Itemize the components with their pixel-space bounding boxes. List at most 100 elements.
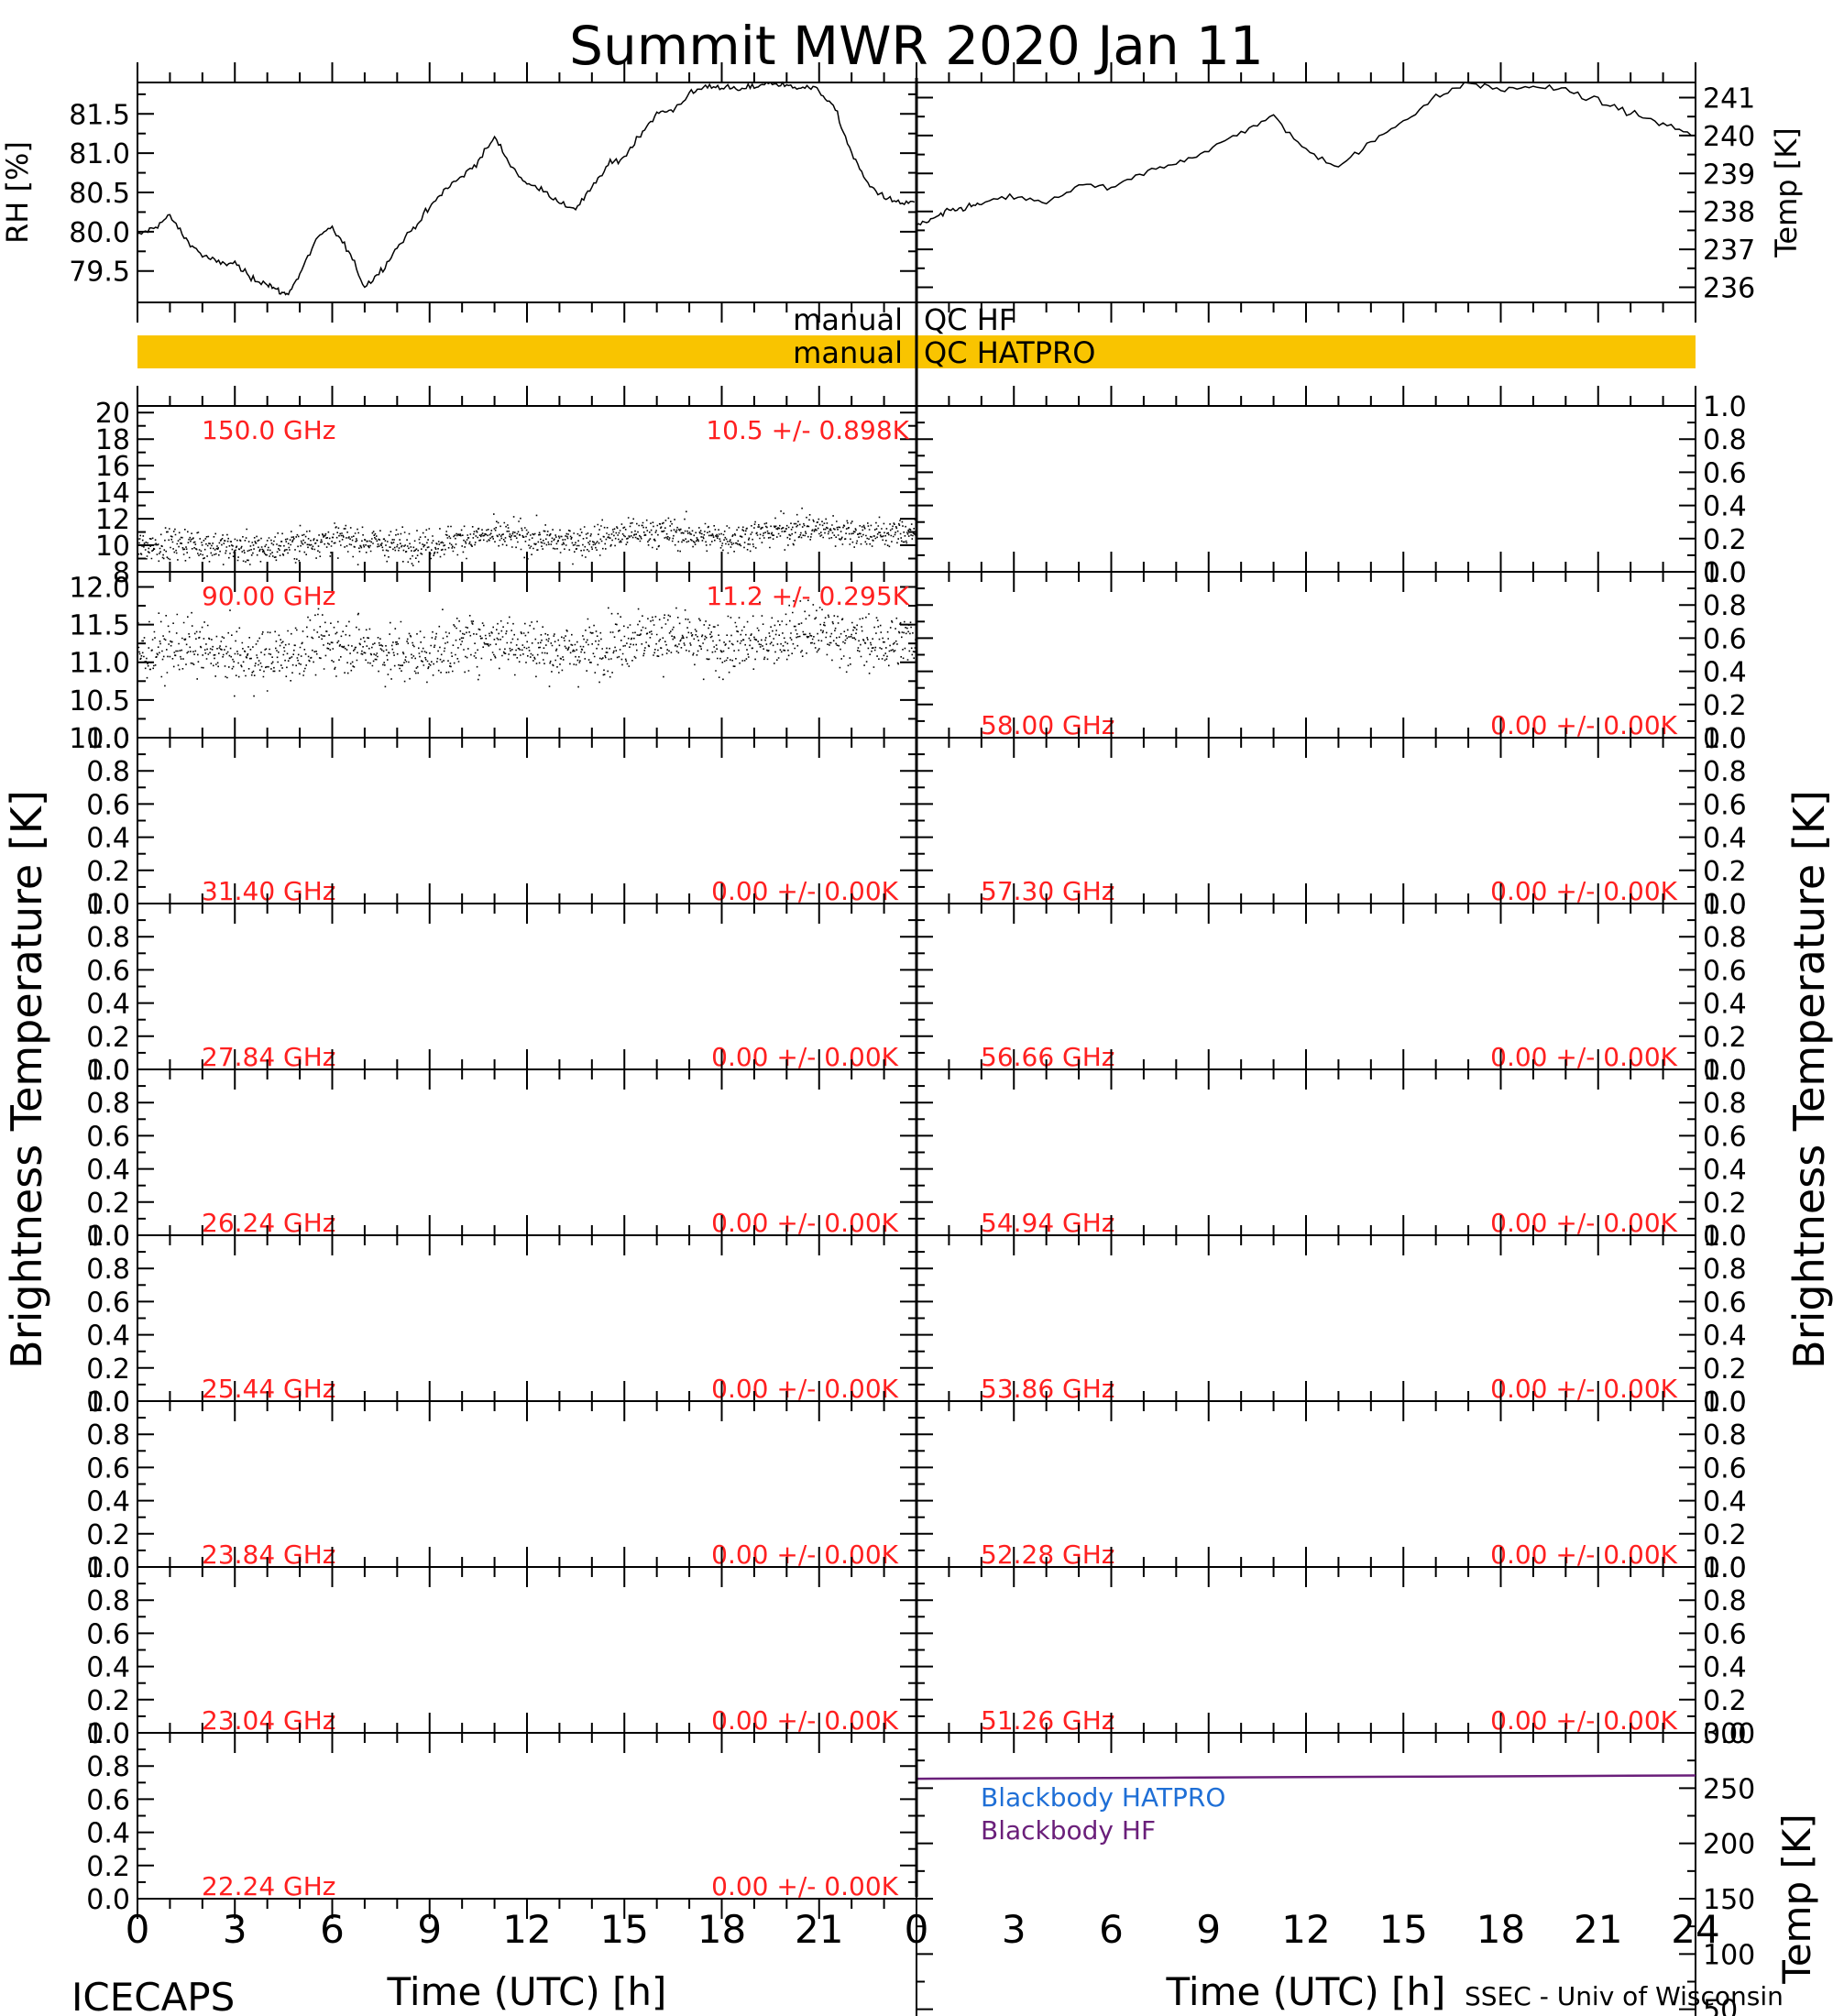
panel-f90-stats-label: 11.2 +/- 0.295K	[706, 581, 909, 611]
panel-f90-points	[137, 599, 917, 697]
footer-right-label: SSEC - Univ of Wisconsin	[1465, 1981, 1784, 2011]
panel-f5126-stats-label: 0.00 +/- 0.00K	[1490, 1705, 1677, 1736]
rh-axis-label: RH [%]	[0, 141, 35, 244]
blackbody-panel-ytick-label: 200	[1703, 1829, 1755, 1861]
right-xtick-label: 3	[1002, 1907, 1026, 1952]
panel-f2304-ytick-label: 0.2	[86, 1685, 130, 1717]
panel-f90-ytick-label: 10.0	[69, 723, 130, 755]
panel-f5730-ytick-label: 0.8	[1703, 756, 1747, 788]
panel-f150-ytick-label: 10	[95, 531, 130, 563]
panel-f5730-ytick-label: 1.0	[1703, 723, 1747, 755]
panel-right-top-empty-ytick-label: 0.0	[1703, 557, 1747, 589]
panel-f150-ytick-label: 20	[95, 398, 130, 430]
panel-f5800-freq-label: 58.00 GHz	[981, 710, 1115, 740]
panel-f2224-freq-label: 22.24 GHz	[202, 1871, 336, 1901]
panel-f2384-ytick-label: 0.2	[86, 1519, 130, 1551]
panel-f5126-ytick-label: 0.0	[1703, 1718, 1747, 1750]
panel-f2224-stats-label: 0.00 +/- 0.00K	[711, 1871, 898, 1901]
panel-f5666-ytick-label: 1.0	[1703, 889, 1747, 921]
panel-f5730-ytick-label: 0.4	[1703, 823, 1747, 855]
footer-left-label: ICECAPS	[71, 1975, 235, 2016]
panel-f2624-ytick-label: 0.0	[86, 1221, 130, 1253]
panel-f5800-ytick-label: 0.8	[1703, 590, 1747, 622]
panel-f90: 10.0 10.5 11.0 11.5 12.0 90.00 GHz 11.2 +/- 0.…	[69, 552, 917, 758]
panel-f5666: 0.00.20.40.60.81.056.66 GHz 0.00 +/- 0.00…	[916, 883, 1747, 1090]
panel-f5666-ytick-label: 0.0	[1703, 1055, 1747, 1087]
panel-f2544-ytick-label: 0.6	[86, 1287, 130, 1319]
panel-f150-stats-label: 10.5 +/- 0.898K	[706, 415, 909, 445]
panel-f5730-stats-label: 0.00 +/- 0.00K	[1490, 876, 1677, 906]
temp-panel-frame	[916, 82, 1696, 303]
panel-f5126-ytick-label: 0.8	[1703, 1585, 1747, 1617]
panel-f3140-ytick-label: 0.6	[86, 789, 130, 821]
temp-panel-ytick-label: 241	[1703, 83, 1755, 115]
panel-f2224-ytick-label: 0.2	[86, 1851, 130, 1883]
temp-series-line	[916, 82, 1693, 226]
panel-f2784-ytick-label: 0.2	[86, 1022, 130, 1054]
rh-panel-ytick-label: 79.5	[69, 257, 130, 289]
panel-f5228: 0.00.20.40.60.81.052.28 GHz 0.00 +/- 0.00…	[916, 1381, 1747, 1587]
panel-f90-ytick-label: 11.0	[69, 648, 130, 680]
rh-panel-ytick-label: 80.0	[69, 217, 130, 249]
panel-f5228-freq-label: 52.28 GHz	[981, 1539, 1115, 1570]
rh-series-line	[137, 81, 916, 296]
panel-f2384-ytick-label: 0.8	[86, 1419, 130, 1452]
panel-f5386-freq-label: 53.86 GHz	[981, 1374, 1115, 1404]
panel-f150-ytick-label: 12	[95, 504, 130, 536]
panel-right-top-empty-frame	[916, 405, 1696, 573]
panel-f150-ytick-label: 16	[95, 451, 130, 483]
panel-f2304-ytick-label: 0.4	[86, 1652, 130, 1684]
qc-hf-left-label: manual	[793, 302, 903, 337]
panel-f5666-ytick-label: 0.8	[1703, 922, 1747, 954]
panel-f2624-ytick-label: 0.2	[86, 1188, 130, 1220]
qc-hf-right-label: QC HF	[924, 302, 1015, 337]
panel-f2544-ytick-label: 0.4	[86, 1320, 130, 1353]
panel-f2384-freq-label: 23.84 GHz	[202, 1539, 336, 1570]
panel-f5494-stats-label: 0.00 +/- 0.00K	[1490, 1208, 1677, 1238]
panel-f5228-ytick-label: 0.6	[1703, 1452, 1747, 1485]
panel-f150-freq-label: 150.0 GHz	[202, 415, 336, 445]
panel-f5126-freq-label: 51.26 GHz	[981, 1705, 1115, 1736]
blackbody-series-1	[916, 1774, 1696, 1780]
panel-right-top-empty-ytick-label: 1.0	[1703, 391, 1747, 423]
panel-f5800-ytick-label: 0.0	[1703, 723, 1747, 755]
panel-f5126-ytick-label: 0.6	[1703, 1618, 1747, 1650]
panel-f5730-ytick-label: 0.2	[1703, 856, 1747, 888]
blackbody-panel-ytick-label: 100	[1703, 1939, 1755, 1971]
qc-hatpro-right-label: QC HATPRO	[924, 335, 1095, 370]
left-xtick-label: 3	[223, 1907, 247, 1952]
panel-f2304-ytick-label: 1.0	[86, 1552, 130, 1584]
panel-f2544-stats-label: 0.00 +/- 0.00K	[711, 1374, 898, 1404]
left-xtick-label: 12	[502, 1907, 551, 1952]
panel-f5386-ytick-label: 0.0	[1703, 1386, 1747, 1419]
panel-f5228-ytick-label: 0.4	[1703, 1486, 1747, 1518]
panel-f2224-ytick-label: 0.4	[86, 1818, 130, 1850]
panel-right-top-empty-ytick-label: 0.6	[1703, 457, 1747, 489]
panel-right-top-empty-ytick-label: 0.2	[1703, 524, 1747, 556]
temp-axis-label: Temp [K]	[1769, 127, 1804, 257]
panel-f2544-ytick-label: 1.0	[86, 1221, 130, 1253]
panel-f5386-ytick-label: 0.2	[1703, 1353, 1747, 1386]
right-xtick-label: 18	[1476, 1907, 1525, 1952]
panel-f2784-freq-label: 27.84 GHz	[202, 1042, 336, 1072]
panel-f5494-ytick-label: 0.4	[1703, 1155, 1747, 1187]
panel-f2224-ytick-label: 0.6	[86, 1784, 130, 1816]
panel-f5386-ytick-label: 0.8	[1703, 1254, 1747, 1286]
panel-f5228-ytick-label: 0.8	[1703, 1419, 1747, 1452]
panel-f2544-freq-label: 25.44 GHz	[202, 1374, 336, 1404]
panel-f5494-ytick-label: 1.0	[1703, 1055, 1747, 1087]
left-xtick-label: 0	[126, 1907, 150, 1952]
panel-f5126-ytick-label: 0.4	[1703, 1652, 1747, 1684]
right-xtick-label: 12	[1281, 1907, 1330, 1952]
panel-f2384-ytick-label: 0.0	[86, 1552, 130, 1584]
panel-f2544-ytick-label: 0.0	[86, 1386, 130, 1419]
panel-f2224: 0.00.20.40.60.81.022.24 GHz 0.00 +/- 0.00…	[86, 1713, 917, 1919]
panel-f3140-ytick-label: 1.0	[86, 723, 130, 755]
rh-panel-frame	[137, 82, 917, 303]
right-xtick-label: 6	[1099, 1907, 1124, 1952]
rh-panel-ytick-label: 80.5	[69, 178, 130, 210]
panel-f2304: 0.00.20.40.60.81.023.04 GHz 0.00 +/- 0.00…	[86, 1547, 917, 1753]
panel-f5666-ytick-label: 0.4	[1703, 989, 1747, 1021]
panel-f2304-ytick-label: 0.8	[86, 1585, 130, 1617]
